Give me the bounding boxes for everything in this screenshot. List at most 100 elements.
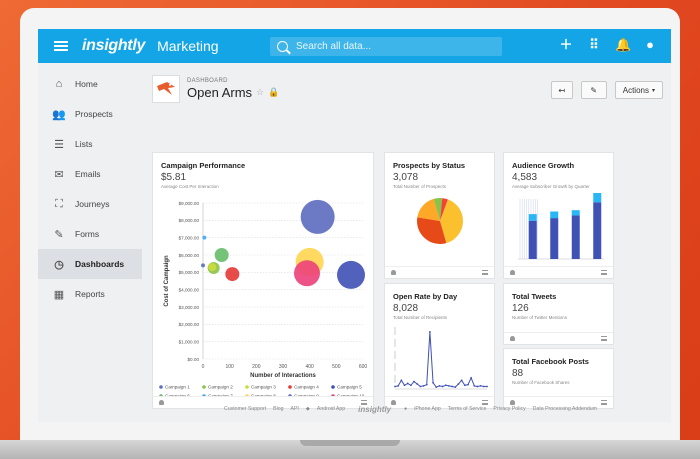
bar-segment [550, 211, 559, 219]
breadcrumb[interactable]: DASHBOARD [187, 78, 228, 84]
search-icon [277, 41, 288, 52]
back-button[interactable]: ↤ [550, 81, 573, 99]
user-icon[interactable]: ● [646, 37, 654, 52]
list-icon[interactable] [361, 400, 367, 405]
bell-icon[interactable]: 🔔 [615, 37, 632, 52]
card-value: 88 [512, 368, 524, 379]
pie-slice [417, 198, 440, 221]
lock-icon[interactable]: 🔒 [268, 86, 280, 97]
sidebar-item-prospects[interactable]: 👥 Prospects [38, 99, 142, 129]
main-content: DASHBOARD Open Arms ☆ 🔒 ↤ ✎ Actions ▾ Cam… [150, 63, 671, 422]
search-input[interactable]: Search all data... [270, 37, 502, 56]
line-point [482, 385, 485, 388]
list-icon: ☰ [54, 138, 64, 151]
sidebar-item-label: Dashboards [75, 259, 125, 269]
sidebar-item-reports[interactable]: ▦ Reports [38, 279, 142, 309]
actions-button[interactable]: Actions ▾ [614, 81, 663, 99]
star-icon[interactable]: ☆ [256, 86, 265, 97]
legend-label: Campaign 9 [294, 394, 319, 397]
list-icon[interactable] [482, 270, 488, 275]
open-rate-line-chart [394, 327, 488, 390]
sidebar-item-dashboards[interactable]: ◷ Dashboards [38, 249, 142, 279]
footer-link[interactable]: Customer Support [224, 406, 267, 412]
list-icon[interactable] [601, 336, 607, 341]
footer-link[interactable]: API [290, 406, 299, 412]
footer-link[interactable]: iPhone App [414, 406, 441, 412]
legend-swatch [159, 385, 163, 389]
line-point [425, 383, 428, 386]
legend-label: Campaign 7 [208, 394, 233, 397]
footer-link[interactable]: Blog [273, 406, 284, 412]
user-icon[interactable] [510, 270, 515, 275]
sidebar-item-home[interactable]: ⌂ Home [38, 69, 142, 99]
menu-icon[interactable] [54, 41, 68, 51]
home-icon: ⌂ [55, 78, 63, 90]
scatter-point [294, 260, 320, 287]
footer-link[interactable]: Terms of Service [447, 406, 487, 412]
y-tick-label: $1,000.00 [179, 339, 200, 344]
card-footer [504, 332, 613, 344]
app-logo[interactable]: insightly [82, 37, 146, 54]
y-axis-label: Cost of Campaign [164, 255, 170, 307]
sidebar-item-label: Reports [75, 289, 105, 299]
legend-label: Campaign 1 [165, 385, 190, 390]
laptop-base [0, 440, 700, 459]
sidebar-item-forms[interactable]: ✎ Forms [38, 219, 142, 249]
line-point [403, 384, 406, 387]
edit-button[interactable]: ✎ [580, 81, 607, 99]
user-icon[interactable] [391, 400, 396, 405]
line-point [470, 376, 473, 379]
user-icon[interactable] [391, 270, 396, 275]
legend-swatch [202, 385, 206, 389]
card-value: 3,078 [393, 172, 419, 183]
bird-logo-icon [152, 75, 180, 103]
x-tick-label: 400 [305, 364, 314, 370]
line-point [400, 379, 403, 382]
sidebar-item-label: Journeys [75, 199, 110, 209]
pie-slice [440, 198, 448, 221]
y-tick-label: $3,000.00 [179, 305, 200, 310]
user-icon[interactable] [510, 336, 515, 341]
gauge-icon: ◷ [54, 258, 64, 271]
footer-link[interactable]: Privacy Policy [493, 406, 526, 412]
add-icon[interactable]: ＋ [559, 37, 573, 52]
list-icon[interactable] [482, 400, 488, 405]
page-title: Open Arms [187, 85, 253, 100]
y-tick-label: $0.00 [188, 357, 200, 362]
apps-grid-icon[interactable]: ⠿ [589, 37, 599, 52]
line-point [467, 383, 469, 386]
sidebar: ⌂ Home 👥 Prospects ☰ Lists ✉ Emails ⛶ Journeys ✎ Fo… [38, 63, 142, 422]
user-icon[interactable] [510, 400, 515, 405]
total-facebook-card: Total Facebook Posts 88 Number of Facebo… [503, 348, 614, 409]
sidebar-item-journeys[interactable]: ⛶ Journeys [38, 189, 142, 219]
bar-segment [593, 202, 602, 259]
footer-link[interactable]: Android App [316, 406, 346, 412]
legend-label: Campaign 4 [294, 385, 319, 390]
bar-segment [528, 220, 537, 259]
card-footer [153, 396, 373, 408]
list-icon[interactable] [601, 270, 607, 275]
sidebar-item-lists[interactable]: ☰ Lists [38, 129, 142, 159]
line-point [444, 384, 447, 387]
card-subtitle: Number of Twitter Mentions [512, 315, 567, 320]
footer-link[interactable]: Data Processing Addendum [532, 406, 597, 412]
line-point [419, 385, 422, 388]
list-icon[interactable] [601, 400, 607, 405]
pie-slice [417, 217, 447, 244]
line-point [486, 385, 488, 388]
people-icon: 👥 [52, 108, 66, 121]
sidebar-item-label: Home [75, 79, 98, 89]
bar-segment [571, 210, 580, 216]
sidebar-item-emails[interactable]: ✉ Emails [38, 159, 142, 189]
line-point [454, 386, 457, 389]
bar-segment [571, 215, 580, 259]
card-title: Audience Growth [512, 161, 575, 170]
footer-logo: insightly [358, 404, 392, 414]
card-title: Campaign Performance [161, 161, 246, 170]
scatter-point [214, 248, 229, 262]
prospects-pie-chart [417, 198, 463, 244]
user-icon[interactable] [159, 400, 164, 405]
app-screen: insightly Marketing Search all data... ＋… [38, 29, 671, 422]
app-name[interactable]: Marketing [157, 38, 219, 54]
line-point [476, 385, 479, 388]
